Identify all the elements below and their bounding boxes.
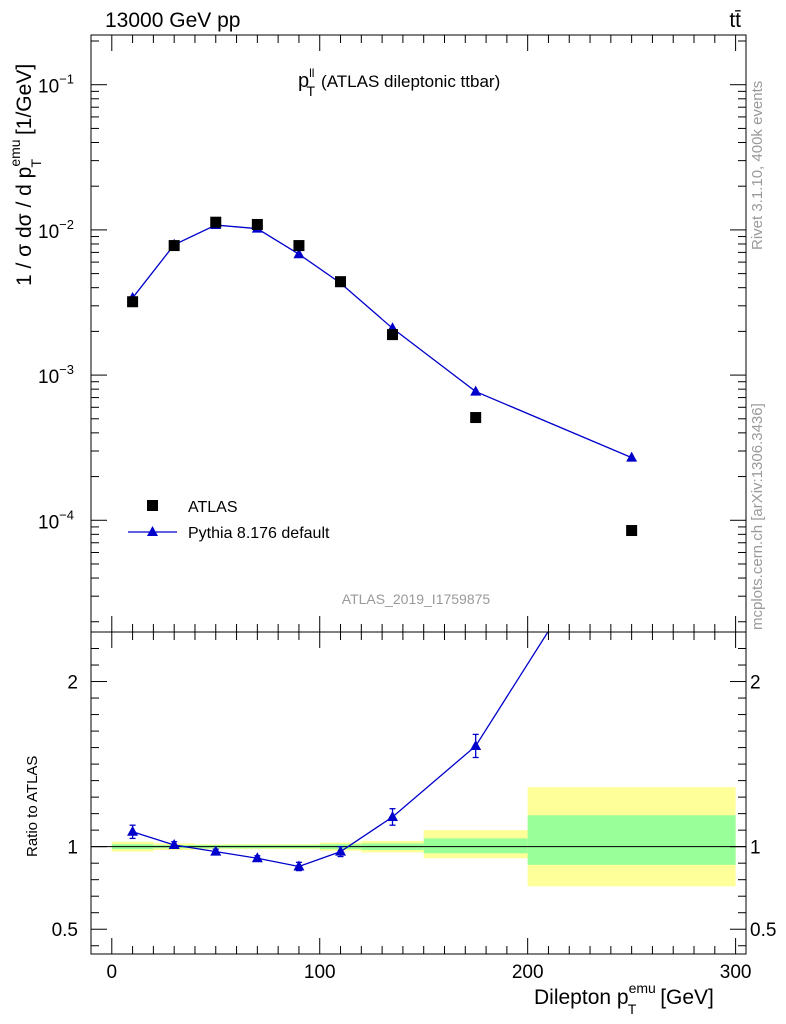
legend-marker-atlas bbox=[147, 500, 158, 511]
y-axis-label: 1 / σ dσ / d pemu T [1/GeV] bbox=[7, 64, 44, 286]
pythia-point bbox=[626, 451, 638, 462]
y-axis-label-main: 1 / σ dσ / d p bbox=[13, 167, 36, 286]
atlas-point bbox=[168, 240, 180, 252]
plot-title-sub: T bbox=[306, 83, 315, 99]
ratio-point bbox=[335, 845, 347, 856]
atlas-point bbox=[210, 216, 222, 228]
y-axis-label-unit: [1/GeV] bbox=[13, 64, 36, 141]
stat-uncertainty-band bbox=[423, 838, 528, 854]
legend: ATLAS Pythia 8.176 default bbox=[128, 499, 330, 542]
x-tick-label: 300 bbox=[720, 962, 752, 983]
ratio-point bbox=[293, 860, 305, 871]
x-axis-label-sup: emu bbox=[629, 980, 656, 996]
legend-marker-pythia bbox=[147, 526, 158, 536]
x-axis-label-unit: [GeV] bbox=[654, 986, 714, 1009]
y-tick-label: 10−1 bbox=[38, 72, 74, 98]
legend-label-pythia: Pythia 8.176 default bbox=[188, 525, 330, 542]
ratio-plot-frame bbox=[90, 631, 747, 955]
ratio-y-axis-label: Ratio to ATLAS bbox=[24, 756, 41, 857]
ratio-point bbox=[626, 494, 637, 504]
main-plot-marks bbox=[127, 216, 638, 537]
ratio-y-tick-label-right: 0.5 bbox=[750, 920, 776, 941]
atlas-point bbox=[335, 276, 347, 288]
ratio-point bbox=[251, 852, 263, 863]
main-plot-frame bbox=[90, 34, 747, 633]
energy-label: 13000 GeV pp bbox=[105, 9, 240, 32]
pythia-point bbox=[470, 385, 482, 396]
process-label: tt̄ bbox=[729, 9, 741, 32]
plot-title-rest: (ATLAS dileptonic ttbar) bbox=[321, 72, 500, 91]
pythia-point bbox=[293, 248, 305, 259]
mcplots-label: mcplots.cern.ch [arXiv:1306.3436] bbox=[749, 403, 766, 630]
ratio-point bbox=[210, 845, 222, 856]
ratio-y-tick-label-right: 1 bbox=[750, 838, 761, 859]
atlas-point bbox=[127, 296, 139, 308]
plot-title-main: p bbox=[298, 70, 309, 92]
main-plot-panel: 10−1 10−2 10−3 10−4 pll T (ATLAS dileptonic t… bbox=[7, 34, 747, 633]
x-axis-label-main: Dilepton p bbox=[534, 986, 629, 1009]
analysis-id-watermark: ATLAS_2019_I1759875 bbox=[342, 591, 491, 607]
main-plot-ticks: 10−1 10−2 10−3 10−4 bbox=[38, 35, 746, 632]
plot-title-sup: ll bbox=[309, 66, 314, 80]
ratio-point bbox=[470, 739, 482, 750]
x-axis-label-sub: T bbox=[628, 1001, 637, 1017]
x-tick-label: 200 bbox=[512, 962, 544, 983]
ratio-point bbox=[168, 839, 180, 850]
y-axis-label-sup: emu bbox=[7, 139, 23, 166]
atlas-point bbox=[626, 525, 638, 537]
y-tick-label: 10−2 bbox=[38, 217, 74, 243]
legend-label-atlas: ATLAS bbox=[188, 499, 238, 516]
atlas-point bbox=[387, 329, 399, 341]
ratio-y-tick-label-right: 2 bbox=[750, 673, 761, 694]
ratio-y-tick-label-left: 0.5 bbox=[52, 920, 78, 941]
ratio-plot-ticks: 0.5 0.5 1 1 2 2 0 100 200 300 bbox=[52, 631, 776, 983]
x-tick-label: 0 bbox=[107, 962, 118, 983]
x-tick-label: 100 bbox=[304, 962, 336, 983]
x-axis-label: Dilepton pemu T [GeV] bbox=[534, 980, 714, 1017]
y-tick-label: 10−3 bbox=[38, 362, 74, 388]
ratio-point bbox=[127, 825, 139, 836]
ratio-y-tick-label-left: 2 bbox=[67, 673, 78, 694]
stat-uncertainty-band bbox=[527, 815, 736, 865]
atlas-point bbox=[470, 412, 482, 424]
ratio-plot-marks bbox=[91, 494, 746, 887]
y-tick-label: 10−4 bbox=[38, 507, 74, 533]
atlas-point bbox=[293, 240, 305, 252]
ratio-y-tick-label-left: 1 bbox=[67, 838, 78, 859]
y-axis-label-sub: T bbox=[28, 158, 44, 167]
ratio-point bbox=[387, 810, 399, 821]
plot-title: pll T (ATLAS dileptonic ttbar) bbox=[298, 66, 500, 99]
atlas-point bbox=[251, 218, 263, 230]
ratio-plot-panel: 0.5 0.5 1 1 2 2 0 100 200 300 Ratio to ATLAS Dile… bbox=[24, 494, 776, 1017]
pythia-curve bbox=[132, 224, 632, 459]
rivet-version-label: Rivet 3.1.10, 400k events bbox=[749, 81, 766, 250]
